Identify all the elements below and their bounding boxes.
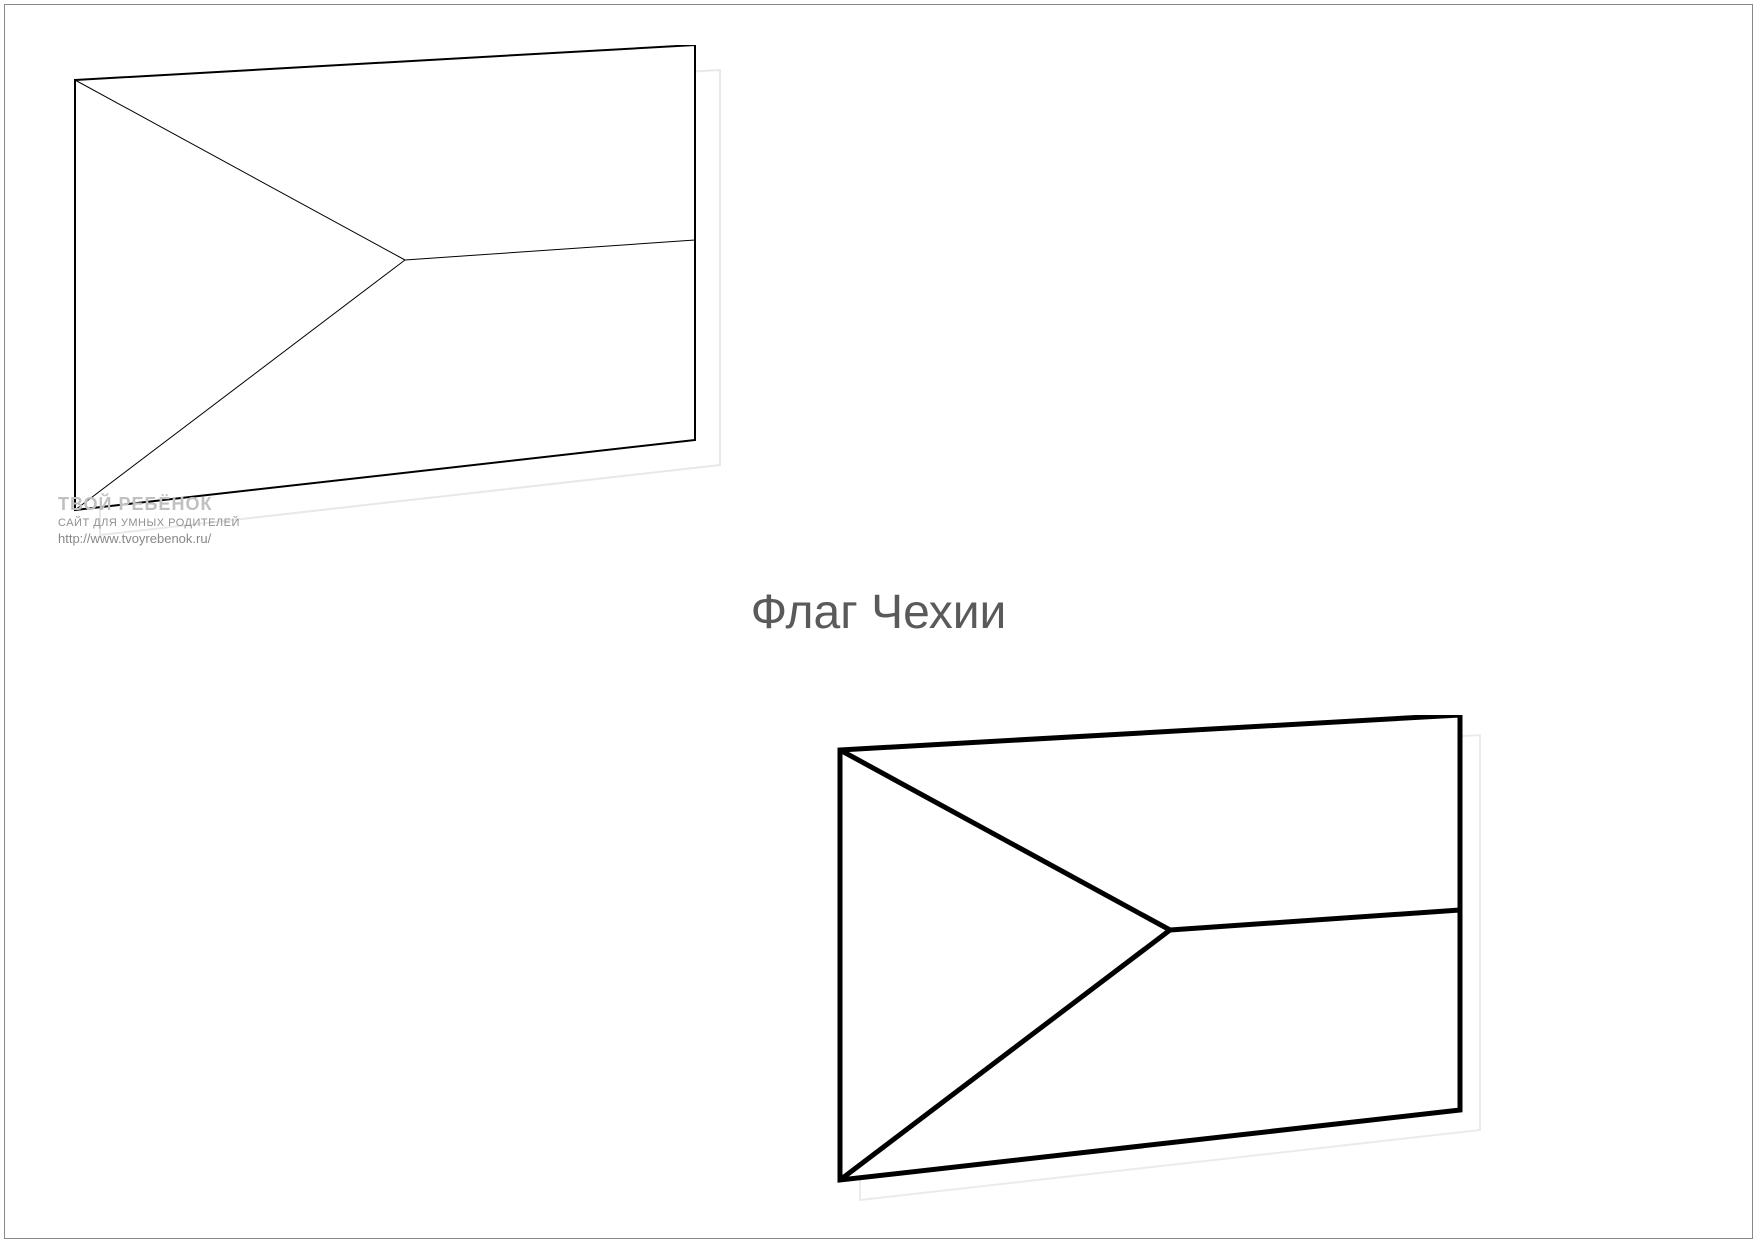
watermark: ТВОЙ РЕБЁНОК САЙТ ДЛЯ УМНЫХ РОДИТЕЛЕЙ ht… <box>58 493 240 548</box>
flag-small-outline <box>820 715 1500 1195</box>
page-title: Флаг Чехии <box>751 585 1007 640</box>
flag-large-outline <box>55 45 735 525</box>
watermark-url: http://www.tvoyrebenok.ru/ <box>58 531 240 548</box>
watermark-tagline: САЙТ ДЛЯ УМНЫХ РОДИТЕЛЕЙ <box>58 516 240 530</box>
watermark-logo: ТВОЙ РЕБЁНОК <box>58 493 240 516</box>
